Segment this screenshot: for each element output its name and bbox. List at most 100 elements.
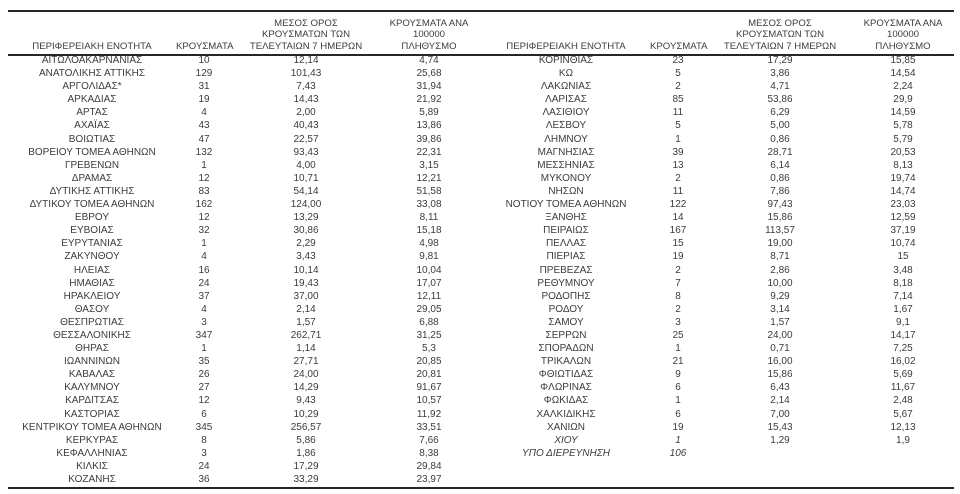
cell-avg7: 15,43: [767, 421, 793, 433]
cell-per100k: 29,05: [416, 303, 442, 315]
column-header-per100k: ΚΡΟΥΣΜΑΤΑ ΑΝΑ 100000 ΠΛΗΘΥΣΜΟ: [389, 17, 469, 52]
cell-avg7: 30,86: [293, 225, 319, 237]
cell-region: ΠΙΕΡΙΑΣ: [546, 251, 586, 263]
cell-per100k: 14,74: [890, 185, 916, 197]
cell-avg7: 14,43: [293, 94, 319, 106]
cell-per100k: 14,54: [890, 68, 916, 80]
column-header-avg7: ΜΕΣΟΣ ΟΡΟΣ ΚΡΟΥΣΜΑΤΩΝ ΤΩΝ ΤΕΛΕΥΤΑΙΩΝ 7 Η…: [249, 17, 363, 52]
cell-region: ΕΥΡΥΤΑΝΙΑΣ: [61, 238, 123, 250]
cell-avg7: 10,29: [293, 408, 319, 420]
cell-region: ΒΟΙΩΤΙΑΣ: [68, 133, 116, 145]
cell-cases: 15: [672, 238, 684, 250]
cell-per100k: 2,24: [893, 81, 913, 93]
cell-region: ΥΠΟ ΔΙΕΡΕΥΝΗΣΗ: [522, 447, 610, 459]
table-row: ΚΑΡΔΙΤΣΑΣ 12 9,43 10,57: [8, 394, 478, 407]
table-row: ΕΒΡΟΥ 12 13,29 8,11: [8, 211, 478, 224]
cell-avg7: 113,57: [765, 225, 795, 237]
table-row: ΘΗΡΑΣ 1 1,14 5,3: [8, 342, 478, 355]
cell-cases: 11: [672, 185, 684, 197]
table-row: ΦΘΙΩΤΙΔΑΣ 9 15,86 5,69: [482, 368, 952, 381]
cell-cases: 43: [198, 120, 210, 132]
table-row: ΓΡΕΒΕΝΩΝ 1 4,00 3,15: [8, 159, 478, 172]
table-row: ΑΡΤΑΣ 4 2,00 5,89: [8, 106, 478, 119]
cell-per100k: 16,02: [890, 356, 916, 368]
cell-per100k: 12,21: [416, 172, 442, 184]
table-row: ΗΛΕΙΑΣ 16 10,14 10,04: [8, 264, 478, 277]
cell-avg7: [706, 447, 854, 460]
cell-cases: 2: [675, 81, 681, 93]
cell-avg7: 0,71: [770, 343, 790, 355]
cell-per100k: 23,03: [890, 199, 916, 211]
tables-container: ΠΕΡΙΦΕΡΕΙΑΚΗ ΕΝΟΤΗΤΑ ΚΡΟΥΣΜΑΤΑ ΜΕΣΟΣ ΟΡΟ…: [8, 11, 952, 486]
cell-cases: 27: [198, 382, 210, 394]
cell-avg7: 15,86: [767, 369, 793, 381]
column-header-cases: ΚΡΟΥΣΜΑΤΑ: [650, 40, 708, 52]
cell-region: ΔΥΤΙΚΟΥ ΤΟΜΕΑ ΑΘΗΝΩΝ: [29, 199, 155, 211]
cell-cases: 122: [669, 199, 687, 211]
cell-avg7: 2,29: [296, 238, 316, 250]
cell-region: ΚΕΡΚΥΡΑΣ: [65, 434, 119, 446]
cell-per100k: 5,67: [893, 408, 913, 420]
cell-cases: 129: [195, 68, 213, 80]
cell-cases: 14: [672, 212, 684, 224]
cell-per100k: 5,89: [419, 107, 439, 119]
cell-cases: 3: [675, 316, 681, 328]
table-row: ΑΧΑΪΑΣ 43 40,43 13,86: [8, 119, 478, 132]
cell-per100k: 91,67: [416, 382, 442, 394]
cell-avg7: 33,29: [293, 474, 319, 485]
cell-region: ΘΕΣΠΡΩΤΙΑΣ: [60, 316, 124, 328]
cell-avg7: 6,43: [770, 382, 790, 394]
cell-region: ΣΕΡΡΩΝ: [545, 329, 587, 341]
cell-region: ΗΛΕΙΑΣ: [73, 264, 111, 276]
cell-per100k: 20,53: [890, 146, 916, 158]
cell-per100k: 7,25: [893, 343, 913, 355]
cell-region: ΦΩΚΙΔΑΣ: [543, 395, 589, 407]
table-row: ΖΑΚΥΝΘΟΥ 4 3,43 9,81: [8, 250, 478, 263]
cell-avg7: 27,71: [293, 356, 319, 368]
table-row: ΧΑΝΙΩΝ 19 15,43 12,13: [482, 421, 952, 434]
table-row: ΧΙΟΥ 1 1,29 1,9: [482, 434, 952, 447]
cell-cases: 21: [672, 356, 684, 368]
table-row: ΤΡΙΚΑΛΩΝ 21 16,00 16,02: [482, 355, 952, 368]
cell-cases: 4: [201, 107, 207, 119]
table-row: ΕΥΒΟΙΑΣ 32 30,86 15,18: [8, 224, 478, 237]
cell-cases: 24: [198, 277, 210, 289]
cell-cases: 19: [672, 251, 684, 263]
cell-cases: 6: [201, 408, 207, 420]
table-row: ΡΟΔΟΥ 2 3,14 1,67: [482, 303, 952, 316]
cell-region: ΔΥΤΙΚΗΣ ΑΤΤΙΚΗΣ: [49, 185, 135, 197]
cell-avg7: 28,71: [767, 146, 793, 158]
table-row: ΗΡΑΚΛΕΙΟΥ 37 37,00 12,11: [8, 290, 478, 303]
cell-cases: 132: [195, 146, 213, 158]
cell-region: ΠΕΛΛΑΣ: [545, 238, 587, 250]
table-row: ΚΙΛΚΙΣ 24 17,29 29,84: [8, 460, 478, 473]
cell-per100k: 15,18: [416, 225, 442, 237]
cell-avg7: 10,71: [293, 172, 319, 184]
cell-avg7: 1,57: [770, 316, 790, 328]
cell-cases: 7: [675, 277, 681, 289]
cell-cases: 10: [198, 55, 210, 66]
cell-cases: 12: [198, 212, 210, 224]
cell-per100k: 29,84: [416, 460, 442, 472]
cell-region: ΔΡΑΜΑΣ: [71, 172, 113, 184]
cell-avg7: 9,43: [296, 395, 316, 407]
cell-avg7: 0,86: [770, 133, 790, 145]
cell-cases: 85: [672, 94, 684, 106]
cell-avg7: 3,14: [770, 303, 790, 315]
table-row: ΘΕΣΠΡΩΤΙΑΣ 3 1,57 6,88: [8, 316, 478, 329]
table-row: ΡΕΘΥΜΝΟΥ 7 10,00 8,18: [482, 277, 952, 290]
cell-per100k: 8,11: [419, 212, 439, 224]
cell-avg7: 40,43: [293, 120, 319, 132]
cell-cases: 4: [201, 303, 207, 315]
cell-avg7: 12,14: [293, 55, 319, 66]
cell-region: ΘΑΣΟΥ: [74, 303, 110, 315]
table-row: ΛΑΚΩΝΙΑΣ 2 4,71 2,24: [482, 80, 952, 93]
cell-cases: 1: [201, 343, 207, 355]
table-row: ΣΕΡΡΩΝ 25 24,00 14,17: [482, 329, 952, 342]
cell-avg7: 53,86: [767, 94, 793, 106]
cell-per100k: [854, 447, 952, 460]
cell-per100k: 3,48: [893, 264, 913, 276]
cell-per100k: 4,98: [419, 238, 439, 250]
cell-per100k: 11,67: [890, 382, 916, 394]
cell-per100k: 5,78: [893, 120, 913, 132]
